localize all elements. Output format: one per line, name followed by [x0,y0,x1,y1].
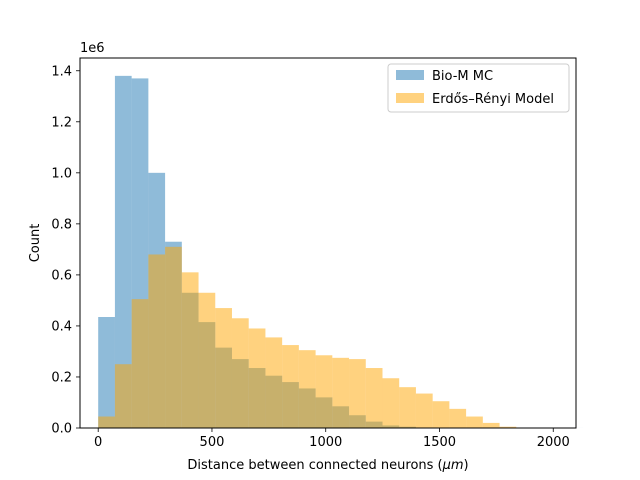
bio-m-mc-bar [98,317,115,428]
plot-area [79,57,584,429]
y-offset-label: 1e6 [80,41,105,56]
erdos-renyi-bar [148,254,166,428]
x-tick-label: 1000 [309,435,342,450]
y-tick-label: 0.2 [51,370,72,385]
erdos-renyi-bar [282,345,299,428]
erdos-renyi-bar [265,337,283,428]
x-tick-label: 500 [200,435,225,450]
y-tick-label: 0.0 [51,422,72,437]
y-tick-label: 0.6 [51,268,72,283]
erdos-renyi-bars [98,246,517,428]
erdos-renyi-bar [415,393,433,428]
x-tick-label: 2000 [537,435,570,450]
y-axis-label: Count [28,224,43,263]
erdos-renyi-bar [365,368,383,428]
legend: Bio-M MC Erdős–Rényi Model [387,63,570,113]
y-tick-label: 0.4 [51,319,72,334]
erdos-renyi-bar [181,272,199,428]
erdos-renyi-bar [248,328,266,428]
x-axis-ticks: 0 500 1000 1500 2000 [94,428,570,450]
erdos-renyi-bar [198,292,216,428]
erdos-renyi-bar [215,308,232,428]
x-axis-label-text: Distance between connected neurons ( [187,458,442,473]
erdos-renyi-bar [332,357,350,428]
y-axis-ticks: 0.0 0.2 0.4 0.6 0.8 1.0 1.2 1.4 [51,64,80,437]
y-tick-label: 1.2 [51,115,72,130]
y-tick-label: 0.8 [51,217,72,232]
x-axis-label-unit: μm [442,458,464,473]
x-axis-label-close: ) [464,458,469,473]
erdos-renyi-bar [131,299,149,428]
y-tick-label: 1.0 [51,166,72,181]
legend-swatch-bio-m-mc [396,70,424,80]
legend-box [387,63,570,113]
erdos-renyi-bar [382,378,400,428]
axes-frame [79,57,577,429]
erdos-renyi-bar [114,364,132,428]
legend-label-erdos-renyi: Erdős–Rényi Model [432,92,554,107]
y-tick-label: 1.4 [51,64,72,79]
x-tick-label: 0 [94,435,102,450]
erdos-renyi-bar [98,416,115,428]
erdos-renyi-bar [449,408,467,428]
x-tick-label: 1500 [423,435,456,450]
erdos-renyi-bar [399,387,416,428]
erdos-renyi-bar [466,416,483,428]
erdos-renyi-bar [315,355,333,428]
erdos-renyi-bar [298,350,316,428]
erdos-renyi-bar [231,318,249,428]
erdos-renyi-bar [482,422,500,428]
erdos-renyi-bar [499,426,517,428]
erdos-renyi-bar [432,401,450,428]
bio-m-mc-bar [114,75,132,429]
erdos-renyi-bar [349,359,366,428]
x-axis-label: Distance between connected neurons (μm) [187,458,468,473]
erdos-renyi-bar [165,246,182,428]
legend-swatch-erdos-renyi [396,93,424,103]
legend-label-bio-m-mc: Bio-M MC [432,69,493,84]
